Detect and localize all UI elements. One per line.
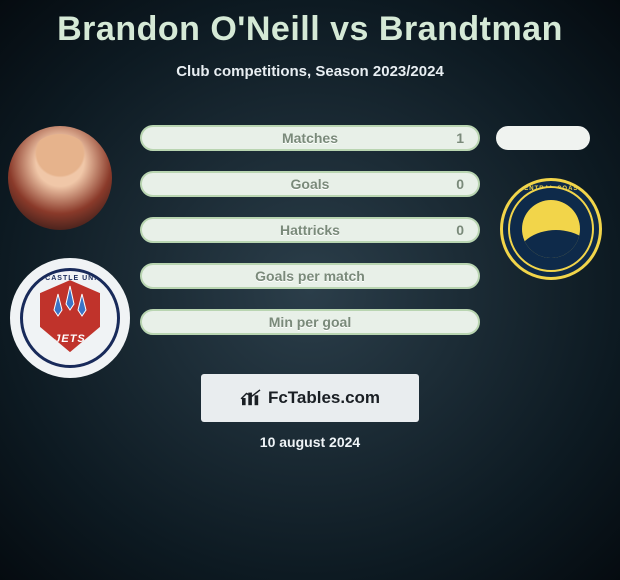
- brand-text: FcTables.com: [268, 388, 380, 408]
- stat-value-right: 1: [456, 127, 464, 149]
- club-crest-left: NEWCASTLE UNITED JETS: [10, 258, 130, 378]
- crest-inner: [508, 186, 594, 272]
- stat-label: Goals: [142, 173, 478, 195]
- club-crest-right: CENTRAL COAST: [500, 178, 602, 280]
- brand-box: FcTables.com: [201, 374, 419, 422]
- crest-badge: JETS: [40, 280, 100, 352]
- date-text: 10 august 2024: [0, 434, 620, 450]
- stat-row-hattricks: Hattricks 0: [140, 217, 480, 243]
- stat-row-goals-per-match: Goals per match: [140, 263, 480, 289]
- player-left-avatar: [8, 126, 112, 230]
- stat-row-min-per-goal: Min per goal: [140, 309, 480, 335]
- page-title: Brandon O'Neill vs Brandtman: [0, 0, 620, 49]
- crest-badge-text: JETS: [40, 333, 100, 345]
- stat-row-goals: Goals 0: [140, 171, 480, 197]
- stat-label: Goals per match: [142, 265, 478, 287]
- stat-value-right: 0: [456, 219, 464, 241]
- stat-value-right: 0: [456, 173, 464, 195]
- bar-chart-icon: [240, 389, 262, 407]
- stat-row-matches: Matches 1: [140, 125, 480, 151]
- crest-ring: NEWCASTLE UNITED JETS: [20, 268, 120, 368]
- page-subtitle: Club competitions, Season 2023/2024: [0, 63, 620, 80]
- right-blank-pill: [496, 126, 590, 150]
- stat-label: Hattricks: [142, 219, 478, 241]
- stat-label: Matches: [142, 127, 478, 149]
- wave-icon: [522, 200, 580, 258]
- stat-label: Min per goal: [142, 311, 478, 333]
- stats-container: Matches 1 Goals 0 Hattricks 0 Goals per …: [140, 125, 480, 355]
